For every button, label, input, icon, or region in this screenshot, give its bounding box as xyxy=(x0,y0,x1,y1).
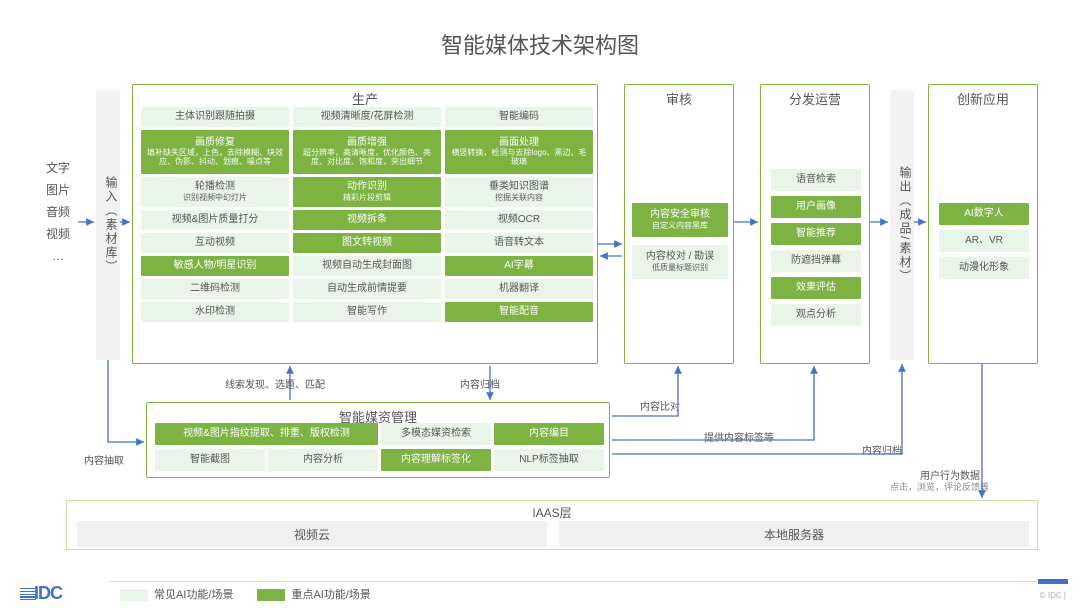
iaas-title: IAAS层 xyxy=(67,501,1037,522)
swatch-light xyxy=(120,589,148,601)
cell: 视频拆条 xyxy=(293,210,441,230)
cell: 动作识别精彩片段剪辑 xyxy=(293,177,441,207)
iaas-local-server: 本地服务器 xyxy=(559,521,1029,547)
label-clue: 线索发现、选题、匹配 xyxy=(225,376,325,391)
copyright: © IDC | xyxy=(1040,591,1066,600)
cell: 二维码检测 xyxy=(141,279,289,299)
cell: 智能配音 xyxy=(445,302,593,322)
swatch-dark xyxy=(257,589,285,601)
input-item: 视频 xyxy=(38,226,78,242)
cell: 多模态媒资检索 xyxy=(381,423,491,445)
cell: 画面处理横竖转换，检测与去除logo、黑边、毛玻璃 xyxy=(445,130,593,174)
cell: 智能推荐 xyxy=(771,223,861,245)
input-item: 音频 xyxy=(38,204,78,220)
panel-iaas: IAAS层 视频云 本地服务器 xyxy=(66,500,1038,550)
idc-logo: IDC xyxy=(20,583,62,604)
input-item: … xyxy=(38,248,78,264)
cell: 画质修复填补缺失区域，上色，去除模糊、块效应、伪影、抖动、划痕、噪点等 xyxy=(141,130,289,174)
panel-review: 审核 内容安全审核自定义内容黑库内容校对 / 勘误低质量标题识别 xyxy=(624,84,734,364)
legend-dark-label: 重点AI功能/场景 xyxy=(291,589,370,601)
panel-production: 生产 主体识别跟随拍摄视频清晰度/花屏检测智能编码画质修复填补缺失区域，上色，去… xyxy=(132,84,598,364)
label-extract: 内容抽取 xyxy=(84,452,124,467)
panel-distribute: 分发运营 语音检索用户画像智能推荐防遮挡弹幕效果评估观点分析 xyxy=(760,84,870,364)
cell: 机器翻译 xyxy=(445,279,593,299)
cell: 视频OCR xyxy=(445,210,593,230)
panel-asset: 智能媒资管理 视频&图片指纹提取、排重、版权检测多模态媒资检索内容编目智能截图内… xyxy=(146,402,610,478)
label-tags: 提供内容标签等 xyxy=(704,429,774,444)
cell: 动漫化形象 xyxy=(939,257,1029,279)
cell: 主体识别跟随拍摄 xyxy=(141,107,289,127)
panel-review-title: 审核 xyxy=(625,85,733,110)
cell: 垂类知识图谱挖掘关联内容 xyxy=(445,177,593,207)
label-archive2: 内容归档 xyxy=(862,442,902,457)
cell: 敏感人物/明星识别 xyxy=(141,256,289,276)
cell: 智能截图 xyxy=(155,449,265,471)
cell: 语音检索 xyxy=(771,169,861,191)
diagram-canvas: 文字图片音频视频 … 输入（素材库） 生产 主体识别跟随拍摄视频清晰度/花屏检测智… xyxy=(30,82,1050,572)
cell: 视频&图片质量打分 xyxy=(141,210,289,230)
cell: 水印检测 xyxy=(141,302,289,322)
label-compare: 内容比对 xyxy=(640,398,680,413)
cell: NLP标签抽取 xyxy=(494,449,604,471)
cell: 视频自动生成封面图 xyxy=(293,256,441,276)
cell: 内容安全审核自定义内容黑库 xyxy=(632,203,728,237)
cell: AR、VR xyxy=(939,230,1029,252)
vlabel-input: 输入（素材库） xyxy=(96,90,120,360)
cell: 内容分析 xyxy=(268,449,378,471)
legend-light-label: 常见AI功能/场景 xyxy=(154,589,233,601)
input-item: 文字 xyxy=(38,160,78,176)
cell: AI数字人 xyxy=(939,203,1029,225)
cell: 效果评估 xyxy=(771,277,861,299)
label-archive1: 内容归档 xyxy=(460,376,500,391)
cell: 防遮挡弹幕 xyxy=(771,250,861,272)
cell: 画质增强超分辨率，高清晰度，优化颜色、亮度、对比度、饱和度，突出细节 xyxy=(293,130,441,174)
cell: 图文转视频 xyxy=(293,233,441,253)
cell: 轮播检测识别视频中幻灯片 xyxy=(141,177,289,207)
footer-line xyxy=(110,581,1068,582)
cell: 观点分析 xyxy=(771,304,861,326)
cell: 智能编码 xyxy=(445,107,593,127)
legend-dark: 重点AI功能/场景 xyxy=(257,586,370,602)
label-behavior-sub: 点击，浏览，评论反馈等 xyxy=(890,480,989,493)
cell: 内容校对 / 勘误低质量标题识别 xyxy=(632,245,728,279)
page-title: 智能媒体技术架构图 xyxy=(0,0,1080,72)
panel-innovate: 创新应用 AI数字人 AR、VR 动漫化形象 xyxy=(928,84,1038,364)
logo-text: IDC xyxy=(34,583,62,603)
legend: 常见AI功能/场景 重点AI功能/场景 xyxy=(120,586,371,602)
cell: 视频&图片指纹提取、排重、版权检测 xyxy=(155,423,378,445)
cell: 用户画像 xyxy=(771,196,861,218)
cell: 语音转文本 xyxy=(445,233,593,253)
cell: AI字幕 xyxy=(445,256,593,276)
cell: 内容编目 xyxy=(494,423,604,445)
input-item: 图片 xyxy=(38,182,78,198)
iaas-video-cloud: 视频云 xyxy=(77,521,547,547)
cell: 视频清晰度/花屏检测 xyxy=(293,107,441,127)
cell: 智能写作 xyxy=(293,302,441,322)
vlabel-output: 输出（成品/素材） xyxy=(890,90,914,360)
cell: 自动生成前情提要 xyxy=(293,279,441,299)
panel-distribute-title: 分发运营 xyxy=(761,85,869,110)
footer-accent xyxy=(1038,579,1068,584)
cell: 内容理解标签化 xyxy=(381,449,491,471)
legend-light: 常见AI功能/场景 xyxy=(120,586,233,602)
cell: 互动视频 xyxy=(141,233,289,253)
panel-innovate-title: 创新应用 xyxy=(929,85,1037,110)
